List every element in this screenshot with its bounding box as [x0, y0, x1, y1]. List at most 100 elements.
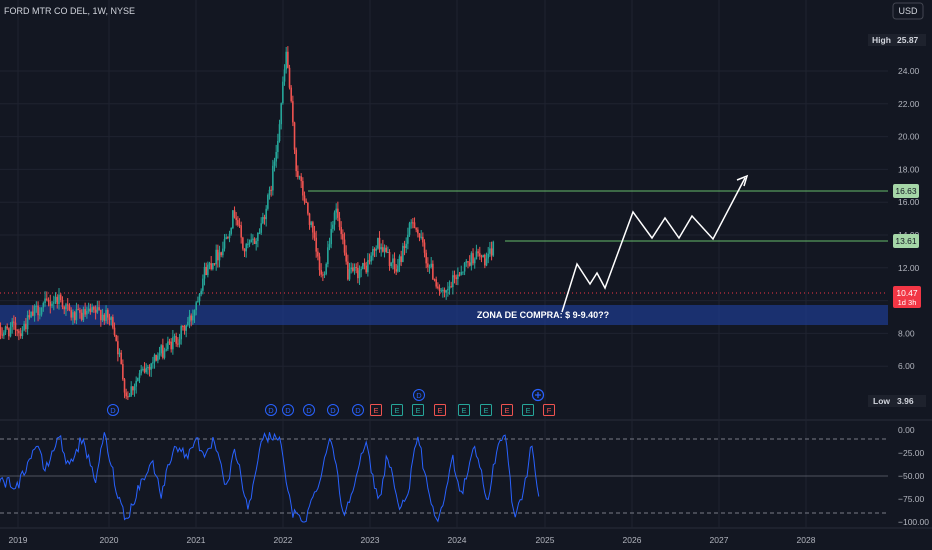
candle[interactable]	[292, 95, 294, 127]
candle[interactable]	[45, 291, 48, 302]
candle[interactable]	[260, 217, 262, 236]
candle[interactable]	[265, 205, 267, 227]
candle[interactable]	[348, 262, 351, 282]
candle[interactable]	[320, 263, 322, 278]
candle[interactable]	[140, 364, 142, 376]
candle[interactable]	[98, 300, 100, 311]
candle[interactable]	[478, 246, 481, 260]
candle[interactable]	[0, 322, 2, 340]
candle[interactable]	[222, 241, 224, 258]
candle[interactable]	[418, 233, 421, 242]
candle[interactable]	[350, 262, 352, 274]
candle[interactable]	[400, 250, 402, 267]
candle[interactable]	[56, 294, 59, 309]
candle[interactable]	[343, 232, 346, 256]
candle[interactable]	[112, 314, 114, 330]
candle[interactable]	[352, 263, 354, 273]
candle[interactable]	[172, 329, 174, 355]
candle[interactable]	[9, 322, 12, 338]
candle[interactable]	[283, 64, 286, 86]
candle[interactable]	[337, 201, 339, 222]
add-event-button[interactable]	[531, 388, 545, 402]
candle[interactable]	[303, 191, 306, 205]
event-marker-earnings-beat[interactable]: E	[480, 404, 492, 416]
candle[interactable]	[30, 311, 32, 318]
candle[interactable]	[100, 309, 102, 327]
candle[interactable]	[408, 221, 411, 237]
candle[interactable]	[4, 325, 7, 336]
candle[interactable]	[87, 302, 90, 314]
candle[interactable]	[25, 318, 27, 333]
candle[interactable]	[178, 333, 181, 348]
candle[interactable]	[322, 271, 324, 282]
candle[interactable]	[150, 362, 152, 377]
candle[interactable]	[347, 254, 349, 281]
candle[interactable]	[452, 270, 454, 295]
candle[interactable]	[448, 280, 451, 295]
candle[interactable]	[143, 362, 146, 374]
candle[interactable]	[435, 276, 437, 289]
event-marker-earnings-miss[interactable]: E	[370, 404, 382, 416]
candle[interactable]	[120, 350, 122, 365]
candle[interactable]	[230, 227, 232, 236]
candle[interactable]	[52, 295, 55, 311]
candle[interactable]	[287, 46, 289, 69]
candle[interactable]	[185, 324, 187, 338]
candle[interactable]	[323, 271, 326, 279]
candle[interactable]	[245, 242, 247, 258]
candle[interactable]	[363, 258, 366, 270]
candle[interactable]	[462, 271, 464, 276]
candle[interactable]	[378, 231, 381, 253]
candle[interactable]	[293, 121, 296, 155]
candle[interactable]	[26, 310, 29, 335]
candle[interactable]	[298, 175, 301, 180]
candle[interactable]	[372, 246, 374, 261]
candle[interactable]	[484, 253, 486, 269]
candle[interactable]	[300, 173, 302, 189]
candle[interactable]	[460, 265, 463, 276]
candle[interactable]	[132, 385, 134, 395]
candle[interactable]	[180, 324, 182, 345]
candle[interactable]	[23, 320, 25, 332]
candle[interactable]	[233, 206, 236, 219]
candle[interactable]	[8, 327, 10, 340]
event-marker-earnings-miss[interactable]: E	[501, 404, 513, 416]
candle[interactable]	[6, 323, 8, 330]
candle[interactable]	[70, 307, 72, 321]
candle[interactable]	[277, 133, 279, 159]
candle[interactable]	[268, 186, 271, 200]
event-marker-dividend[interactable]: D	[303, 404, 315, 416]
candle[interactable]	[28, 309, 31, 320]
candle[interactable]	[485, 252, 488, 267]
candle[interactable]	[370, 252, 372, 265]
candle[interactable]	[392, 254, 394, 270]
candle[interactable]	[80, 309, 83, 322]
candle[interactable]	[282, 76, 284, 105]
candle[interactable]	[86, 306, 88, 319]
candle[interactable]	[33, 304, 36, 322]
buy-zone-rect[interactable]	[0, 305, 888, 325]
candle[interactable]	[275, 144, 277, 168]
candle[interactable]	[152, 356, 154, 369]
candle[interactable]	[160, 344, 162, 357]
event-marker-future[interactable]: F	[543, 404, 555, 416]
candle[interactable]	[177, 337, 179, 348]
candle[interactable]	[243, 248, 246, 257]
candle[interactable]	[428, 264, 431, 274]
candle[interactable]	[82, 306, 85, 323]
candle[interactable]	[307, 201, 309, 216]
event-marker-dividend[interactable]: D	[352, 404, 364, 416]
candle[interactable]	[16, 329, 18, 337]
candle[interactable]	[183, 324, 186, 335]
candle[interactable]	[425, 249, 427, 269]
candle[interactable]	[365, 261, 367, 274]
candle[interactable]	[297, 165, 299, 180]
currency-button-frame[interactable]	[892, 2, 924, 20]
candle[interactable]	[427, 257, 429, 272]
candle[interactable]	[487, 246, 490, 264]
candle[interactable]	[170, 338, 172, 353]
candle[interactable]	[208, 261, 211, 270]
candle[interactable]	[417, 227, 419, 238]
candle[interactable]	[258, 228, 261, 235]
candle[interactable]	[1, 327, 3, 339]
